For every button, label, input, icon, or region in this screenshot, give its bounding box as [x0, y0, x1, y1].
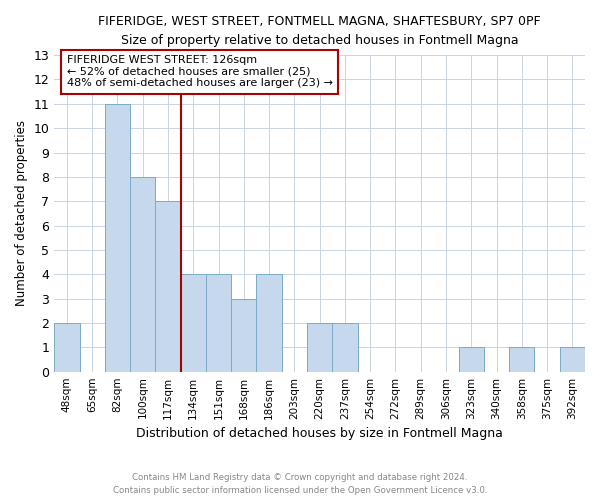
Bar — [256, 274, 282, 372]
Bar — [54, 323, 80, 372]
Bar — [560, 348, 585, 372]
Title: FIFERIDGE, WEST STREET, FONTMELL MAGNA, SHAFTESBURY, SP7 0PF
Size of property re: FIFERIDGE, WEST STREET, FONTMELL MAGNA, … — [98, 15, 541, 47]
Text: Contains HM Land Registry data © Crown copyright and database right 2024.
Contai: Contains HM Land Registry data © Crown c… — [113, 474, 487, 495]
Bar — [130, 177, 155, 372]
Bar — [105, 104, 130, 372]
Bar — [231, 298, 256, 372]
X-axis label: Distribution of detached houses by size in Fontmell Magna: Distribution of detached houses by size … — [136, 427, 503, 440]
Bar — [458, 348, 484, 372]
Bar — [307, 323, 332, 372]
Bar — [206, 274, 231, 372]
Bar — [332, 323, 358, 372]
Bar — [181, 274, 206, 372]
Text: FIFERIDGE WEST STREET: 126sqm
← 52% of detached houses are smaller (25)
48% of s: FIFERIDGE WEST STREET: 126sqm ← 52% of d… — [67, 55, 333, 88]
Y-axis label: Number of detached properties: Number of detached properties — [15, 120, 28, 306]
Bar — [155, 201, 181, 372]
Bar — [509, 348, 535, 372]
